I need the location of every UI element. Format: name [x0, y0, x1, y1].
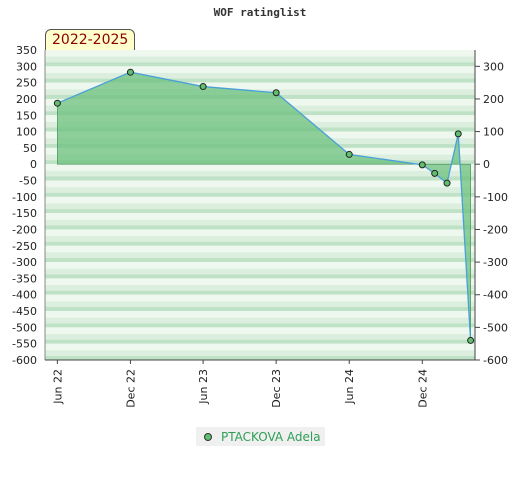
- y-tick-label-left: -250: [12, 240, 37, 253]
- grid-band: [45, 213, 475, 220]
- y-tick-label-left: 250: [16, 77, 37, 90]
- grid-band: [45, 252, 475, 259]
- series-marks: [53, 68, 475, 344]
- y-tick-label-left: -100: [12, 191, 37, 204]
- y-tick-label-left: 300: [16, 60, 37, 73]
- grid-band: [45, 192, 475, 197]
- legend: PTACKOVA Adela: [196, 427, 325, 446]
- grid-band: [45, 317, 475, 324]
- y-tick-label-right: -100: [483, 191, 508, 204]
- y-tick-label-right: 200: [483, 93, 504, 106]
- grid-band: [45, 241, 475, 246]
- y-tick-label-left: -450: [12, 305, 37, 318]
- y-tick-label-left: -500: [12, 321, 37, 334]
- grid-band: [45, 62, 475, 67]
- data-point: [272, 89, 280, 97]
- grid-band: [45, 209, 475, 214]
- y-tick-label-left: -400: [12, 289, 37, 302]
- axes: 350 300 250 200 150 100 50 0 -50 -100 -150 -200 -250…: [12, 44, 508, 408]
- grid-band: [45, 350, 475, 356]
- grid-band: [45, 236, 475, 242]
- legend-label: PTACKOVA Adela: [221, 429, 321, 444]
- grid-band: [45, 225, 475, 230]
- legend-marker-icon: [204, 432, 212, 441]
- grid-band: [45, 278, 475, 285]
- data-point: [126, 68, 134, 76]
- y-tick-label-right: 0: [483, 158, 490, 171]
- grid-band: [45, 274, 475, 279]
- grid-band: [45, 306, 475, 312]
- y-tick-label-left: 200: [16, 93, 37, 106]
- grid-band: [45, 284, 475, 291]
- grid-band: [45, 333, 475, 340]
- chart-title: WOF ratinglist: [213, 6, 307, 19]
- grid-band: [45, 311, 475, 318]
- grid-band: [45, 66, 475, 73]
- y-tick-label-left: 0: [30, 158, 37, 171]
- grid-band: [45, 294, 475, 302]
- y-tick-label-right: 100: [483, 126, 504, 139]
- grid-band: [45, 203, 475, 210]
- grid-band: [45, 50, 475, 57]
- data-point: [467, 336, 475, 344]
- grid-band: [45, 343, 475, 351]
- y-tick-label-left: -300: [12, 256, 37, 269]
- grid-band: [45, 170, 475, 177]
- grid-band: [45, 219, 475, 226]
- y-tick-label-left: -200: [12, 223, 37, 236]
- data-point: [199, 83, 207, 91]
- grid-band: [45, 262, 475, 269]
- grid-band: [45, 196, 475, 204]
- grid-band: [45, 339, 475, 344]
- grid-band: [45, 82, 475, 90]
- y-tick-label-left: -600: [12, 354, 37, 367]
- y-tick-label-right: -200: [483, 223, 508, 236]
- grid-band: [45, 258, 475, 263]
- y-tick-label-left: -150: [12, 207, 37, 220]
- y-tick-label-right: -400: [483, 289, 508, 302]
- y-tick-label-left: 350: [16, 44, 37, 57]
- grid-band: [45, 301, 475, 307]
- grid-band: [45, 323, 475, 328]
- data-point: [53, 99, 61, 107]
- y-tick-label-right: -500: [483, 321, 508, 334]
- y-tick-label-right: 300: [483, 60, 504, 73]
- y-tick-label-right: -600: [483, 354, 508, 367]
- grid-band: [45, 268, 475, 275]
- grid-band: [45, 327, 475, 334]
- x-tick-label: Jun 23: [197, 369, 210, 405]
- x-tick-label: Jun 22: [51, 369, 64, 405]
- x-tick-label: Dec 23: [270, 369, 283, 408]
- y-tick-label-left: -350: [12, 272, 37, 285]
- y-tick-label-left: -50: [19, 175, 37, 188]
- y-tick-label-left: 100: [16, 126, 37, 139]
- grid-band: [45, 164, 475, 171]
- y-tick-label-right: -300: [483, 256, 508, 269]
- x-tick-label: Jun 24: [343, 369, 356, 405]
- grid-band: [45, 355, 475, 360]
- series-line: [57, 71, 472, 341]
- grid-band: [45, 187, 475, 193]
- grid-band: [45, 56, 475, 63]
- data-point: [418, 161, 426, 169]
- grid-band: [45, 229, 475, 236]
- data-point: [454, 130, 462, 138]
- grid-band: [45, 78, 475, 83]
- data-point: [345, 150, 353, 158]
- grid-band: [45, 180, 475, 188]
- grid-band: [45, 72, 475, 79]
- y-tick-label-left: 50: [23, 142, 37, 155]
- y-tick-label-left: -550: [12, 338, 37, 351]
- data-point: [431, 169, 439, 177]
- data-point: [443, 179, 451, 187]
- y-tick-label-left: 150: [16, 109, 37, 122]
- grid-band: [45, 290, 475, 295]
- grid-band: [45, 245, 475, 253]
- x-tick-label: Dec 22: [124, 369, 137, 408]
- x-tick-label: Dec 24: [416, 369, 429, 408]
- grid-band: [45, 176, 475, 181]
